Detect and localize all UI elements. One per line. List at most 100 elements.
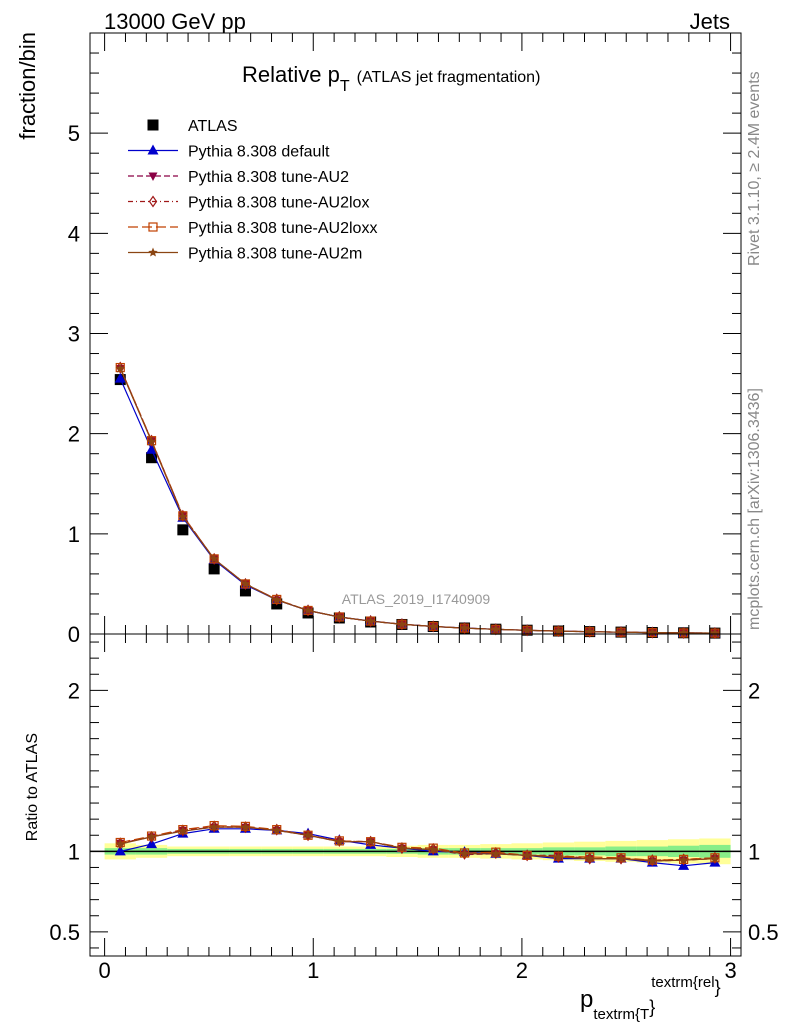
legend-item: Pythia 8.308 default [128, 144, 330, 161]
ratio-point [178, 824, 188, 837]
ratio-point [648, 854, 657, 867]
data-point [584, 626, 595, 636]
x-axis-label-sup: textrm{rel [651, 974, 714, 991]
ratio-y-tick-label: 1 [68, 839, 80, 864]
data-point [271, 594, 282, 604]
data-point [240, 578, 251, 588]
legend-label: Pythia 8.308 tune-AU2m [188, 246, 362, 263]
ratio-series-4 [115, 822, 720, 866]
data-point [553, 626, 564, 636]
data-point [678, 627, 689, 637]
legend-item: Pythia 8.308 tune-AU2loxx [128, 220, 377, 237]
data-point [365, 616, 376, 626]
x-tick-label: 3 [724, 958, 736, 983]
x-axis-label-sup-brace: } [715, 977, 721, 997]
data-point [710, 628, 720, 638]
ratio-point [209, 820, 219, 833]
ratio-point [585, 852, 595, 862]
data-point [616, 627, 626, 637]
ratio-line [120, 826, 715, 862]
y-tick-label: 5 [68, 121, 80, 146]
data-point [334, 611, 345, 622]
data-point [116, 361, 125, 374]
legend: ATLAS Pythia 8.308 default Pythia 8.308 tu… [128, 118, 377, 263]
ratio-line [120, 824, 715, 861]
legend-item: ATLAS [147, 118, 238, 135]
data-point [209, 553, 219, 563]
ratio-point [491, 847, 501, 857]
legend-marker [148, 195, 158, 208]
ratio-point [178, 826, 188, 836]
main-y-axis-label: fraction/bin [15, 32, 40, 140]
data-point [429, 620, 438, 633]
chart-title-paren: (ATLAS jet fragmentation) [357, 69, 541, 86]
ratio-point [146, 838, 158, 849]
legend-label: ATLAS [188, 118, 238, 135]
legend-item: Pythia 8.308 tune-AU2 [128, 169, 349, 186]
ratio-y-tick-label: 2 [68, 678, 80, 703]
header-right: Jets [690, 9, 730, 34]
legend-label: Pythia 8.308 tune-AU2loxx [188, 220, 377, 237]
x-tick-label: 0 [98, 958, 110, 983]
ratio-point [335, 834, 344, 847]
ratio-point [115, 837, 125, 848]
y-tick-label: 4 [68, 221, 80, 246]
y-tick-label: 1 [68, 522, 80, 547]
ratio-point [678, 855, 689, 865]
analysis-watermark: ATLAS_2019_I1740909 [342, 591, 491, 607]
data-point [178, 509, 188, 522]
ratio-y-tick-label-right: 0.5 [748, 920, 779, 945]
legend-label: Pythia 8.308 tune-AU2lox [188, 195, 369, 212]
ratio-point [397, 843, 407, 853]
data-point [114, 372, 126, 383]
legend-marker [147, 144, 159, 155]
data-point [303, 605, 313, 615]
ratio-point [365, 836, 376, 846]
legend-marker [148, 247, 158, 257]
ratio-point [616, 853, 626, 863]
ratio-plot-frame [89, 633, 742, 957]
ratio-point [114, 845, 126, 856]
data-point [146, 452, 158, 464]
data-point [147, 434, 156, 447]
ratio-y-axis-label: Ratio to ATLAS [24, 733, 41, 841]
data-point [491, 624, 501, 634]
ratio-point [522, 850, 532, 860]
ratio-point [459, 848, 470, 858]
ratio-point [584, 853, 595, 863]
ratio-point [710, 851, 720, 864]
ratio-y-tick-label: 0.5 [49, 920, 80, 945]
y-tick-label: 2 [68, 422, 80, 447]
header-left: 13000 GeV pp [104, 9, 246, 34]
data-point [146, 443, 158, 454]
ratio-point [272, 823, 281, 836]
ratio-point [240, 822, 251, 832]
data-point [397, 619, 407, 629]
data-point [239, 585, 251, 597]
data-point [647, 627, 658, 637]
data-point [178, 511, 188, 521]
ratio-y-tick-label-right: 2 [748, 678, 760, 703]
ratio-point [491, 848, 501, 858]
x-tick-label: 2 [516, 958, 528, 983]
ratio-point [115, 839, 126, 849]
y-tick-label: 3 [68, 322, 80, 347]
data-point [146, 436, 157, 446]
legend-item: Pythia 8.308 tune-AU2m [128, 246, 362, 263]
ratio-point [178, 825, 188, 835]
ratio-point [647, 856, 658, 866]
ratio-point [146, 831, 157, 841]
data-point [459, 623, 470, 633]
legend-item: Pythia 8.308 tune-AU2lox [128, 195, 369, 212]
rivet-version-text: Rivet 3.1.10, ≥ 2.4M events [746, 71, 763, 266]
ratio-point [429, 842, 438, 855]
y-tick-label: 0 [68, 622, 80, 647]
data-point [428, 621, 438, 631]
legend-label: Pythia 8.308 tune-AU2 [188, 169, 349, 186]
ratio-point [553, 851, 564, 862]
chart-title: Relative pT (ATLAS jet fragmentation) [242, 62, 540, 95]
ratio-point [334, 836, 345, 846]
data-point [397, 618, 407, 631]
ratio-point [209, 820, 219, 831]
